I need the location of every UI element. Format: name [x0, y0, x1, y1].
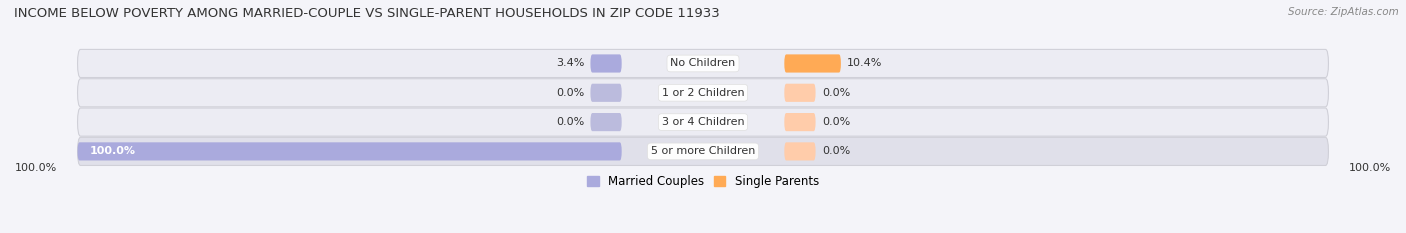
FancyBboxPatch shape [591, 54, 621, 72]
FancyBboxPatch shape [785, 84, 815, 102]
Legend: Married Couples, Single Parents: Married Couples, Single Parents [582, 170, 824, 193]
FancyBboxPatch shape [591, 84, 621, 102]
Text: 100.0%: 100.0% [90, 146, 136, 156]
FancyBboxPatch shape [77, 142, 621, 161]
Text: 0.0%: 0.0% [555, 88, 583, 98]
Text: 0.0%: 0.0% [823, 117, 851, 127]
FancyBboxPatch shape [785, 113, 815, 131]
FancyBboxPatch shape [785, 142, 815, 161]
FancyBboxPatch shape [77, 79, 1329, 107]
Text: 1 or 2 Children: 1 or 2 Children [662, 88, 744, 98]
Text: 3 or 4 Children: 3 or 4 Children [662, 117, 744, 127]
Text: 5 or more Children: 5 or more Children [651, 146, 755, 156]
Text: Source: ZipAtlas.com: Source: ZipAtlas.com [1288, 7, 1399, 17]
FancyBboxPatch shape [591, 113, 621, 131]
Text: 3.4%: 3.4% [555, 58, 583, 69]
Text: 0.0%: 0.0% [555, 117, 583, 127]
Text: INCOME BELOW POVERTY AMONG MARRIED-COUPLE VS SINGLE-PARENT HOUSEHOLDS IN ZIP COD: INCOME BELOW POVERTY AMONG MARRIED-COUPL… [14, 7, 720, 20]
FancyBboxPatch shape [785, 54, 841, 72]
FancyBboxPatch shape [77, 108, 1329, 136]
FancyBboxPatch shape [77, 137, 1329, 165]
Text: 0.0%: 0.0% [823, 88, 851, 98]
FancyBboxPatch shape [77, 49, 1329, 78]
Text: 100.0%: 100.0% [1348, 163, 1391, 172]
Text: 100.0%: 100.0% [15, 163, 58, 172]
Text: No Children: No Children [671, 58, 735, 69]
Text: 0.0%: 0.0% [823, 146, 851, 156]
Text: 10.4%: 10.4% [848, 58, 883, 69]
